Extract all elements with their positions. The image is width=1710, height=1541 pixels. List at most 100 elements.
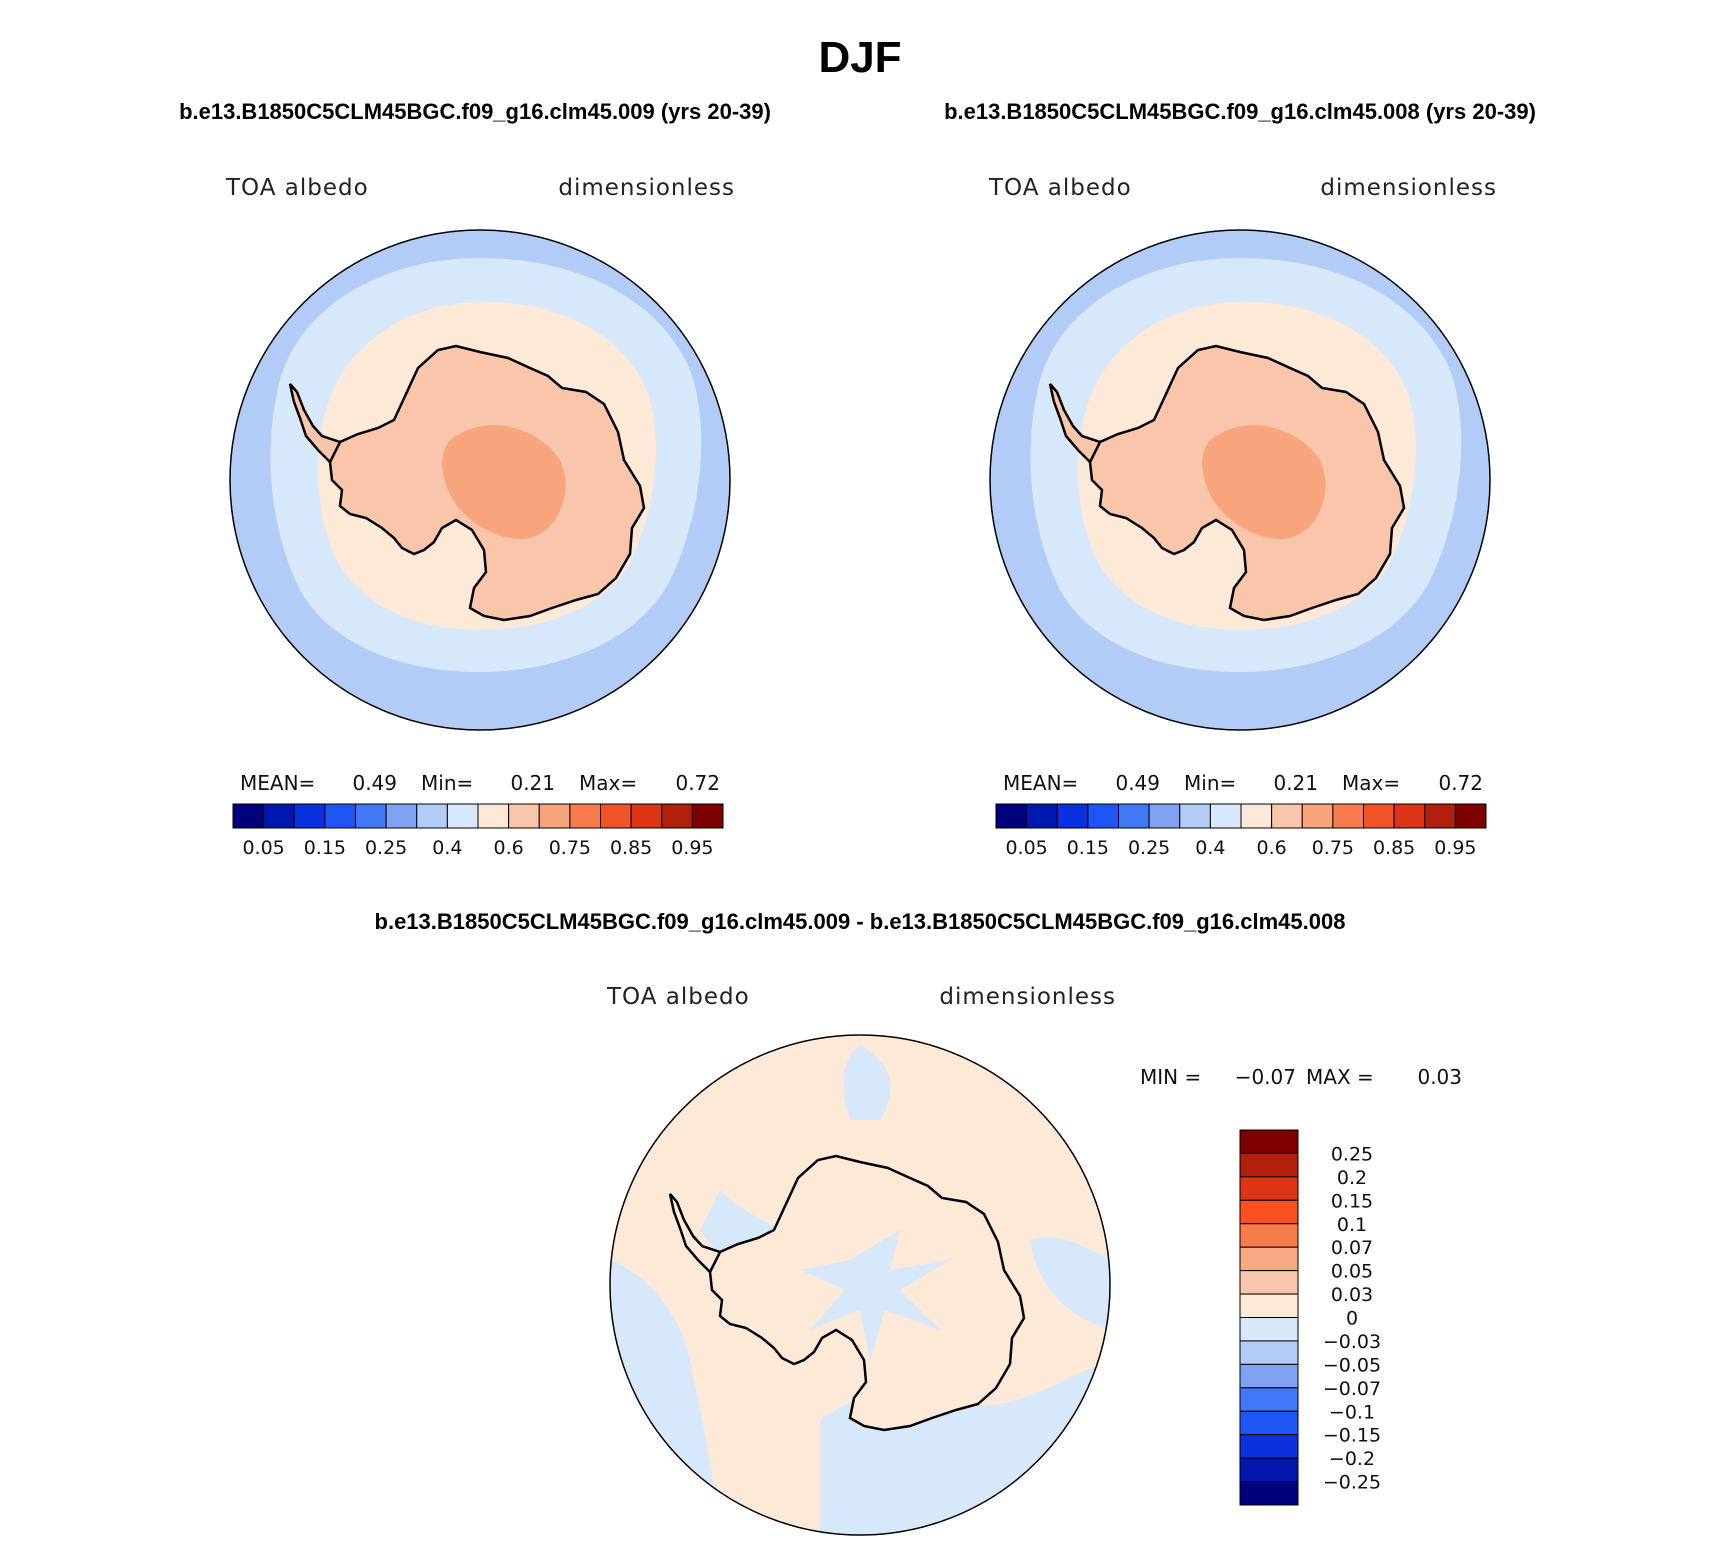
colorbar-tick-label: 0.03 bbox=[1331, 1284, 1373, 1306]
colorbar-swatch bbox=[1271, 803, 1303, 829]
colorbar-swatch bbox=[1363, 803, 1395, 829]
mean-value: 0.49 bbox=[1115, 771, 1160, 795]
colorbar-tick-label: −0.25 bbox=[1323, 1472, 1381, 1494]
map-boundary bbox=[609, 1034, 1111, 1536]
colorbar-swatch bbox=[324, 803, 356, 829]
colorbar-swatch bbox=[995, 803, 1028, 829]
panel-c-case-title: b.e13.B1850C5CLM45BGC.f09_g16.clm45.009 … bbox=[375, 909, 1346, 934]
colorbar-tick-label: 0.4 bbox=[432, 837, 462, 859]
colorbar-swatch bbox=[1239, 1363, 1299, 1389]
colorbar-tick-label: 0.6 bbox=[1257, 837, 1287, 859]
colorbar-swatch bbox=[293, 803, 326, 829]
panel-a-colorbar: 0.05 0.15 0.25 0.4 0.6 0.75 0.85 0.95 bbox=[232, 803, 724, 859]
colorbar-swatch bbox=[232, 803, 265, 829]
colorbar-tick-label: 0.25 bbox=[1128, 837, 1170, 859]
colorbar-swatch bbox=[1239, 1387, 1299, 1412]
panel-a-units: dimensionless bbox=[558, 175, 735, 201]
colorbar-swatch bbox=[538, 803, 571, 829]
colorbar-swatch bbox=[355, 803, 387, 829]
colorbar-swatch bbox=[630, 803, 663, 829]
colorbar-tick-label: −0.1 bbox=[1329, 1401, 1375, 1423]
colorbar-tick-label: 0.85 bbox=[1373, 837, 1415, 859]
colorbar-swatch bbox=[1240, 803, 1273, 829]
max-label: Max= bbox=[1342, 771, 1400, 795]
panel-a-case-title: b.e13.B1850C5CLM45BGC.f09_g16.clm45.009 … bbox=[179, 99, 771, 124]
panel-b-case-title: b.e13.B1850C5CLM45BGC.f09_g16.clm45.008 … bbox=[944, 99, 1536, 124]
colorbar-swatch bbox=[569, 803, 601, 829]
interior-high-albedo bbox=[442, 425, 566, 539]
colorbar-tick-label: 0.05 bbox=[1331, 1261, 1373, 1283]
max-label: Max= bbox=[579, 771, 637, 795]
colorbar-swatch bbox=[1239, 1434, 1299, 1459]
colorbar-swatch bbox=[1393, 803, 1426, 829]
colorbar-tick-label: −0.05 bbox=[1323, 1354, 1381, 1376]
min-value: −0.07 bbox=[1235, 1065, 1296, 1089]
colorbar-swatch bbox=[1239, 1246, 1299, 1272]
colorbar-swatch bbox=[263, 803, 295, 829]
colorbar-swatch bbox=[1239, 1199, 1299, 1225]
colorbar-swatch bbox=[1239, 1410, 1299, 1436]
colorbar-swatch bbox=[691, 803, 724, 829]
colorbar-tick-label: 0.15 bbox=[304, 837, 346, 859]
colorbar-swatch bbox=[446, 803, 479, 829]
max-value: 0.72 bbox=[675, 771, 720, 795]
colorbar-tick-label: −0.15 bbox=[1323, 1425, 1381, 1447]
max-label: MAX = bbox=[1306, 1065, 1374, 1089]
colorbar-swatch bbox=[1239, 1223, 1299, 1248]
map-boundary bbox=[229, 229, 731, 731]
panel-a-variable: TOA albedo bbox=[225, 175, 369, 201]
colorbar-swatch bbox=[1454, 803, 1487, 829]
figure-title: DJF bbox=[818, 33, 901, 82]
colorbar-tick-label: 0.6 bbox=[494, 837, 524, 859]
colorbar-swatch bbox=[508, 803, 540, 829]
colorbar-tick-label: 0.25 bbox=[1331, 1143, 1373, 1165]
interior-high-albedo bbox=[1202, 425, 1326, 539]
colorbar-swatch bbox=[1056, 803, 1089, 829]
panel-a-stats: MEAN= 0.49 Min= 0.21 Max= 0.72 bbox=[240, 771, 720, 795]
min-label: Min= bbox=[1184, 771, 1236, 795]
colorbar-tick-label: 0.25 bbox=[365, 837, 407, 859]
colorbar-swatch bbox=[416, 803, 448, 829]
colorbar-tick-label: 0.75 bbox=[1312, 837, 1354, 859]
panel-c-units: dimensionless bbox=[939, 984, 1116, 1010]
colorbar-swatch bbox=[661, 803, 693, 829]
panel-c-map bbox=[609, 1034, 1111, 1536]
mean-label: MEAN= bbox=[240, 771, 315, 795]
colorbar-swatch bbox=[1239, 1481, 1299, 1506]
panel-c-stats: MIN = −0.07 MAX = 0.03 bbox=[1140, 1065, 1462, 1089]
colorbar-swatch bbox=[1148, 803, 1181, 829]
min-label: Min= bbox=[421, 771, 473, 795]
colorbar-swatch bbox=[1301, 803, 1334, 829]
colorbar-swatch bbox=[477, 803, 510, 829]
colorbar-tick-label: 0.85 bbox=[610, 837, 652, 859]
colorbar-swatch bbox=[1239, 1340, 1299, 1365]
interior-negative-streaks bbox=[800, 1230, 950, 1360]
colorbar-swatch bbox=[1239, 1457, 1299, 1483]
colorbar-swatch bbox=[1239, 1129, 1299, 1154]
colorbar-tick-label: 0.15 bbox=[1331, 1190, 1373, 1212]
max-value: 0.03 bbox=[1417, 1065, 1462, 1089]
colorbar-tick-label: 0.1 bbox=[1337, 1214, 1367, 1236]
colorbar-tick-label: 0.4 bbox=[1195, 837, 1225, 859]
colorbar-swatch bbox=[1026, 803, 1058, 829]
colorbar-swatch bbox=[1239, 1176, 1299, 1201]
colorbar-swatch bbox=[1179, 803, 1211, 829]
mean-value: 0.49 bbox=[352, 771, 397, 795]
min-value: 0.21 bbox=[1273, 771, 1318, 795]
colorbar-swatch bbox=[1239, 1293, 1299, 1318]
colorbar-swatch bbox=[600, 803, 632, 829]
colorbar-swatch bbox=[1087, 803, 1119, 829]
panel-b-variable: TOA albedo bbox=[988, 175, 1132, 201]
panel-a-map bbox=[229, 229, 731, 731]
panel-b-stats: MEAN= 0.49 Min= 0.21 Max= 0.72 bbox=[1003, 771, 1483, 795]
colorbar-swatch bbox=[1118, 803, 1150, 829]
colorbar-tick-label: −0.03 bbox=[1323, 1331, 1381, 1353]
colorbar-tick-label: 0.05 bbox=[1005, 837, 1047, 859]
colorbar-swatch bbox=[1332, 803, 1364, 829]
colorbar-swatch bbox=[1239, 1317, 1299, 1342]
panel-b-colorbar: 0.05 0.15 0.25 0.4 0.6 0.75 0.85 0.95 bbox=[995, 803, 1487, 859]
panel-b-units: dimensionless bbox=[1320, 175, 1497, 201]
colorbar-tick-label: 0 bbox=[1346, 1308, 1358, 1330]
panel-c-colorbar: 0.250.20.150.10.070.050.030−0.03−0.05−0.… bbox=[1239, 1129, 1381, 1506]
